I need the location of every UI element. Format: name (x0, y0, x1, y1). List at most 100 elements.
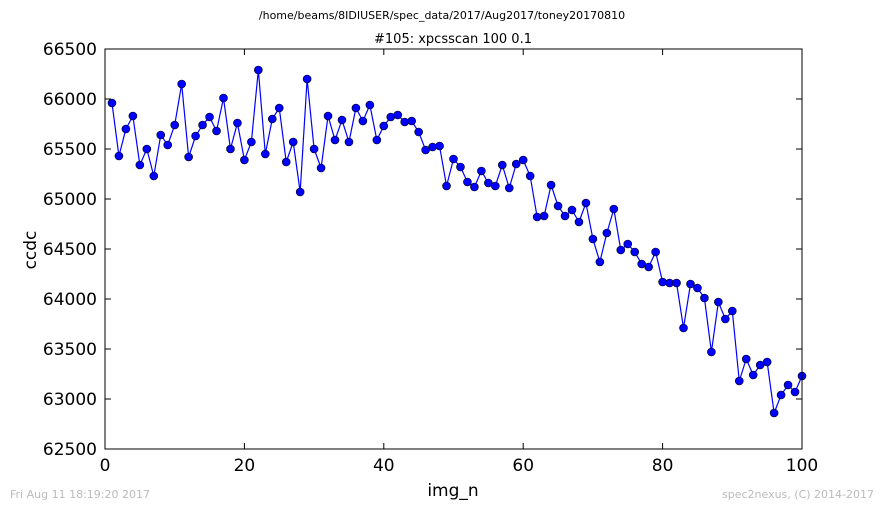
data-point (170, 120, 179, 130)
data-point (163, 140, 173, 150)
data-point (504, 183, 514, 193)
data-point (156, 130, 166, 140)
data-point (254, 65, 263, 75)
data-point (741, 354, 751, 364)
x-tick-label: 100 (786, 456, 818, 476)
data-point (609, 204, 619, 214)
data-point (714, 297, 723, 307)
data-point (776, 390, 786, 400)
data-point (567, 205, 577, 215)
data-point (288, 137, 298, 147)
series-line (111, 69, 803, 414)
data-point (463, 177, 472, 187)
data-point (142, 144, 152, 154)
data-point (267, 114, 277, 124)
data-point (240, 155, 249, 165)
data-point (323, 111, 333, 121)
y-tick-label: 65000 (43, 190, 97, 210)
y-tick-label: 64000 (43, 290, 97, 310)
data-point (177, 79, 186, 89)
data-point (693, 283, 702, 293)
data-point (574, 217, 584, 227)
data-point (435, 141, 444, 151)
data-point (191, 131, 200, 141)
data-point (672, 278, 681, 288)
data-point (358, 116, 368, 126)
data-point (546, 180, 556, 190)
data-point (372, 135, 382, 145)
data-point (560, 211, 570, 221)
data-point (414, 127, 423, 137)
y-axis-label: ccdc (21, 231, 41, 270)
data-point (644, 262, 653, 272)
data-point (442, 181, 451, 191)
data-point (727, 306, 737, 316)
data-point (295, 187, 305, 197)
data-point (679, 323, 688, 333)
data-point (198, 120, 207, 130)
file-path-label: /home/beams/8IDIUSER/spec_data/2017/Aug2… (259, 9, 625, 22)
y-tick-label: 64500 (43, 240, 97, 260)
data-point (107, 98, 117, 108)
data-point (233, 118, 242, 128)
data-point (553, 201, 563, 211)
data-point (247, 137, 256, 147)
plot-layer (107, 65, 807, 418)
data-point (344, 137, 354, 147)
data-point (114, 151, 124, 161)
data-point (630, 247, 640, 257)
data-point (337, 115, 347, 125)
data-point (595, 257, 605, 267)
data-point (497, 160, 507, 170)
y-axis-ticks: 62500 63000 63500 64000 64500 65000 65500 66000… (43, 40, 802, 460)
data-point (121, 124, 131, 134)
data-point (707, 347, 716, 357)
y-tick-label: 65500 (43, 140, 97, 160)
x-tick-label: 40 (373, 456, 395, 476)
data-point (281, 157, 291, 167)
data-point (790, 387, 800, 397)
data-point (393, 110, 403, 120)
x-axis-label: img_n (427, 481, 478, 501)
data-point (734, 376, 744, 386)
x-axis-ticks: 0 20 40 60 80 100 (100, 49, 818, 476)
data-point (491, 181, 500, 191)
footer-credit: spec2nexus, (C) 2014-2017 (722, 488, 874, 501)
data-point (686, 279, 695, 289)
data-point (261, 149, 270, 159)
data-point (602, 228, 612, 238)
data-point (470, 182, 479, 192)
y-tick-label: 63500 (43, 340, 97, 360)
y-tick-label: 62500 (43, 440, 97, 460)
plot-area-frame (104, 48, 803, 450)
data-point (226, 144, 235, 154)
data-point (135, 160, 145, 170)
x-tick-label: 60 (512, 456, 534, 476)
data-point (219, 93, 228, 103)
data-point (316, 163, 326, 173)
data-point (456, 162, 465, 172)
x-tick-label: 20 (234, 456, 256, 476)
data-point (525, 171, 535, 181)
data-point (379, 121, 389, 131)
data-point (539, 211, 549, 221)
data-point (302, 74, 312, 84)
data-point (330, 135, 340, 145)
data-point (581, 198, 591, 208)
data-point (205, 112, 214, 122)
chart-title: #105: xpcsscan 100 0.1 (374, 32, 532, 47)
data-point (651, 247, 660, 257)
y-tick-label: 63000 (43, 390, 97, 410)
data-point (351, 103, 361, 113)
data-point (769, 408, 779, 418)
data-point (407, 116, 416, 126)
data-point (128, 111, 138, 121)
data-point (748, 370, 758, 380)
x-tick-label: 80 (652, 456, 674, 476)
data-point (518, 155, 528, 165)
data-point (149, 171, 159, 181)
data-point (616, 245, 626, 255)
data-point (623, 239, 633, 249)
data-point (449, 154, 458, 164)
